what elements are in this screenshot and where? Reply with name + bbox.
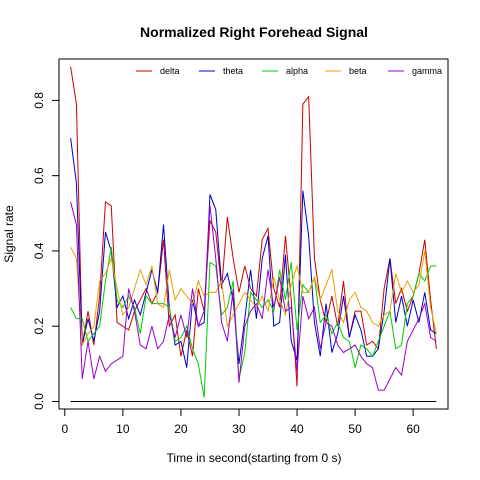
legend-label-theta: theta — [223, 66, 243, 76]
y-tick-label: 0.8 — [32, 92, 46, 109]
x-tick-label: 60 — [406, 422, 420, 436]
chart-title: Normalized Right Forehead Signal — [140, 24, 368, 40]
y-axis-label: Signal rate — [2, 205, 16, 263]
series-line-gamma — [70, 201, 437, 391]
x-tick-label: 0 — [61, 422, 68, 436]
x-tick-label: 20 — [174, 422, 188, 436]
x-axis-label: Time in second(starting from 0 s) — [167, 451, 342, 465]
x-tick-label: 30 — [232, 422, 246, 436]
y-tick-label: 0.0 — [32, 393, 46, 410]
x-tick-label: 10 — [116, 422, 130, 436]
y-axis: 0.0 0.2 0.4 0.6 0.8 — [32, 92, 60, 410]
legend-label-gamma: gamma — [412, 66, 442, 76]
x-tick-label: 40 — [290, 422, 304, 436]
series-layer — [70, 66, 437, 398]
y-tick-label: 0.2 — [32, 318, 46, 335]
legend-label-alpha: alpha — [286, 66, 308, 76]
legend: delta theta alpha beta gamma — [136, 66, 442, 76]
y-tick-label: 0.6 — [32, 167, 46, 184]
y-tick-label: 0.4 — [32, 242, 46, 259]
legend-label-delta: delta — [160, 66, 180, 76]
x-tick-label: 50 — [348, 422, 362, 436]
legend-label-beta: beta — [349, 66, 367, 76]
x-axis: 0 10 20 30 40 50 60 — [61, 408, 420, 436]
series-line-theta — [70, 137, 437, 368]
